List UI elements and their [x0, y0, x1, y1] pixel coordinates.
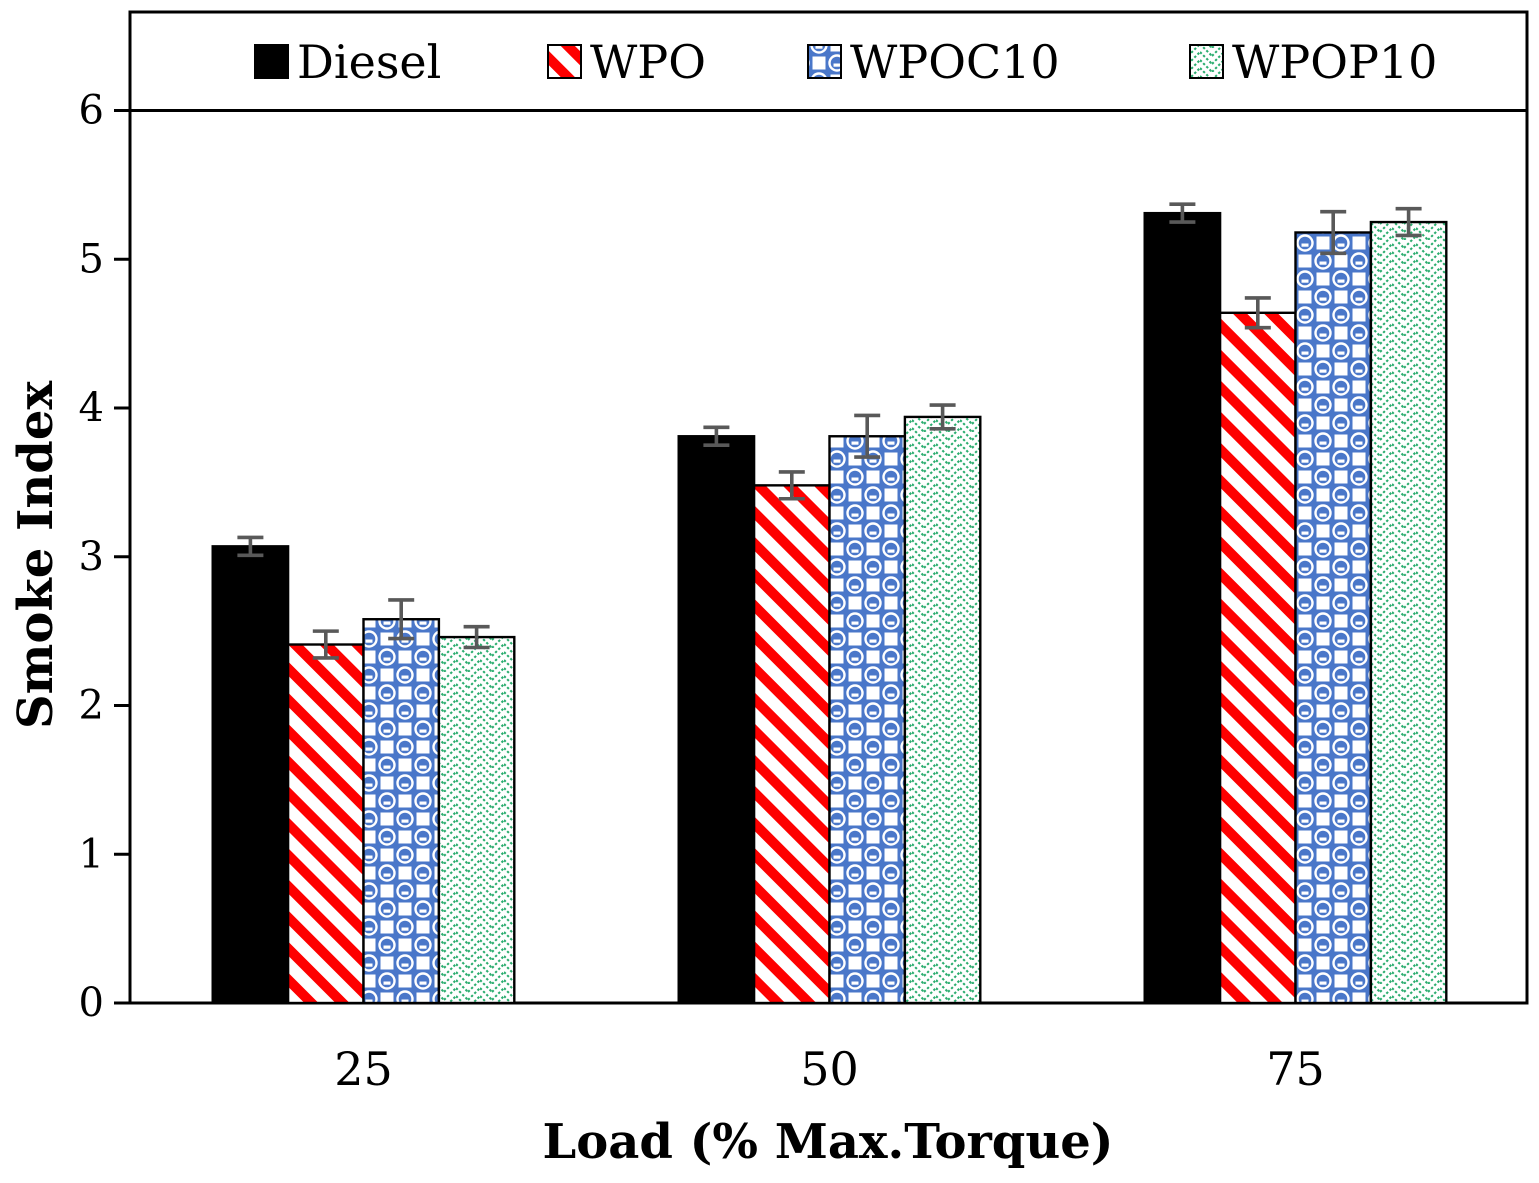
legend-swatch-diesel: [254, 44, 289, 79]
error-bars: [237, 202, 1422, 660]
error-bar-wpo-75: [1244, 296, 1271, 330]
y-tick-label: 0: [79, 980, 104, 1026]
error-bar-diesel-25: [237, 535, 264, 558]
error-bar-wpo-50: [778, 470, 805, 501]
legend-label-wpop10: WPOP10: [1232, 35, 1437, 89]
bar-diesel-50: [677, 435, 756, 1005]
error-bar-wpoc10-50: [854, 413, 881, 459]
bar-wpop10-50: [903, 415, 982, 1005]
error-bar-wpop10-50: [929, 403, 956, 431]
bar-wpoc10-25: [362, 618, 441, 1005]
bar-diesel-25: [211, 545, 290, 1005]
y-axis: 0 1 2 3 4 5 6: [79, 88, 130, 1026]
legend-label-diesel: Diesel: [297, 35, 441, 89]
y-axis-title: Smoke Index: [8, 381, 64, 729]
legend: Diesel WPO WPOC10 WPOP10: [254, 35, 1437, 89]
bar-wpo-50: [752, 484, 831, 1005]
x-tick-label: 50: [800, 1042, 859, 1096]
legend-label-wpo: WPO: [590, 35, 706, 89]
error-bar-wpo-25: [312, 629, 339, 660]
y-tick-label: 4: [79, 385, 104, 431]
error-bar-diesel-50: [703, 425, 730, 447]
bar-wpop10-75: [1369, 220, 1448, 1005]
y-tick-label: 6: [79, 88, 104, 134]
error-bar-wpop10-75: [1395, 206, 1422, 238]
bar-groups: [211, 211, 1448, 1005]
bar-diesel-75: [1143, 211, 1222, 1005]
y-tick-label: 2: [79, 683, 104, 729]
x-axis-labels: 25 50 75: [334, 1042, 1325, 1096]
x-tick-label: 25: [334, 1042, 393, 1096]
y-tick-label: 3: [79, 534, 104, 580]
y-tick-label: 1: [79, 831, 104, 877]
bar-wpop10-25: [437, 635, 516, 1005]
x-axis-title: Load (% Max.Torque): [543, 1114, 1114, 1170]
legend-swatch-wpoc10: [807, 44, 842, 79]
bar-wpo-25: [286, 643, 365, 1005]
x-tick-label: 75: [1266, 1042, 1325, 1096]
legend-swatch-wpo: [547, 44, 582, 79]
bar-wpo-75: [1218, 311, 1297, 1005]
legend-swatch-wpop10: [1189, 44, 1224, 79]
legend-label-wpoc10: WPOC10: [850, 35, 1060, 89]
error-bar-wpoc10-25: [388, 598, 415, 641]
y-tick-label: 5: [79, 236, 104, 282]
error-bar-wpop10-25: [463, 624, 490, 650]
bar-wpoc10-75: [1294, 231, 1373, 1005]
bar-wpoc10-50: [828, 435, 907, 1005]
error-bar-diesel-75: [1169, 202, 1196, 224]
error-bar-wpoc10-75: [1320, 209, 1347, 256]
